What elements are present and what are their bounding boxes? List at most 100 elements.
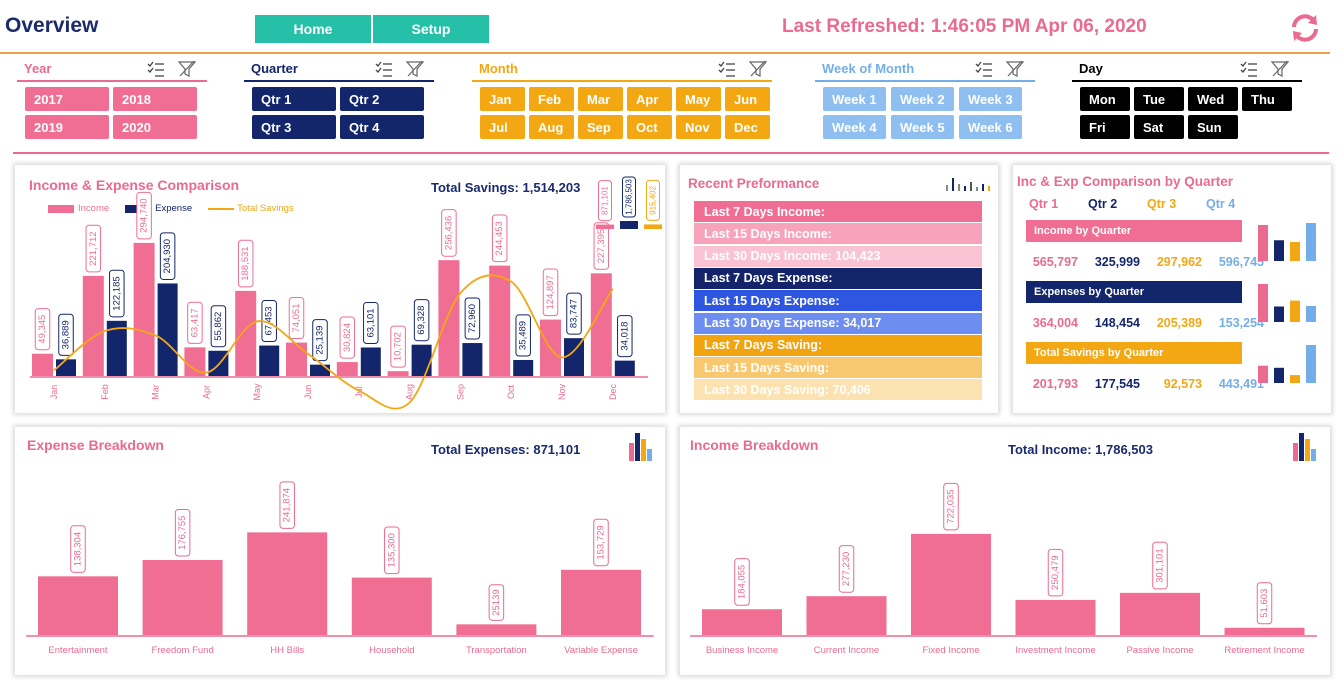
data-label: 74,051 <box>291 303 302 332</box>
expense-bar <box>142 560 223 635</box>
data-label-box <box>279 481 295 529</box>
slicer-day-wed[interactable]: Wed <box>1188 87 1238 111</box>
quarter-mini-chart-2 <box>1258 284 1316 322</box>
refresh-icon[interactable] <box>1287 10 1323 46</box>
perf-row-last-15-days-income: Last 15 Days Income: <box>694 223 982 245</box>
slicer-month-aug[interactable]: Aug <box>529 115 574 139</box>
slicer-day-sat[interactable]: Sat <box>1134 115 1184 139</box>
multi-select-icon[interactable] <box>1240 60 1258 78</box>
slicer-year-2017[interactable]: 2017 <box>25 87 109 111</box>
data-label: 204,930 <box>162 239 173 273</box>
mini-bar-chart-icon <box>944 176 994 192</box>
slicer-month-sep[interactable]: Sep <box>578 115 623 139</box>
expense-breakdown-title: Expense Breakdown <box>27 437 164 453</box>
multi-select-icon[interactable] <box>375 60 393 78</box>
total-expenses-label: Total Expenses: 871,101 <box>431 442 581 457</box>
x-tick-label: Freedom Fund <box>151 645 213 656</box>
slicer-year-2018[interactable]: 2018 <box>113 87 197 111</box>
slicer-day-fri[interactable]: Fri <box>1080 115 1130 139</box>
slicer-year-title: Year <box>24 61 52 76</box>
data-label: 871,101 <box>601 186 610 215</box>
perf-row-last-30-days-income-104-423: Last 30 Days Income: 104,423 <box>694 245 982 267</box>
slicer-quarter-underline <box>244 80 434 82</box>
quarter-value-4: 596,745 <box>1218 255 1264 269</box>
x-tick-label: Dec <box>608 384 618 401</box>
slicer-week-week-4[interactable]: Week 4 <box>823 115 886 139</box>
slicer-month-underline <box>472 80 772 82</box>
slicer-week-week-5[interactable]: Week 5 <box>891 115 954 139</box>
slicer-week-week-2[interactable]: Week 2 <box>891 87 954 111</box>
slicer-month-mar[interactable]: Mar <box>578 87 623 111</box>
data-label-box <box>187 301 203 344</box>
data-label-box <box>515 314 531 357</box>
quarter-mini-bar-2 <box>1274 240 1284 261</box>
expense-bar <box>456 624 537 635</box>
data-label-box <box>288 296 305 340</box>
slicer-month-apr[interactable]: Apr <box>627 87 672 111</box>
data-label: 301,101 <box>1155 548 1166 582</box>
slicer-month-feb[interactable]: Feb <box>529 87 574 111</box>
clear-filter-icon[interactable] <box>1270 60 1290 78</box>
income-bar <box>82 275 104 376</box>
quarter-mini-bar-4 <box>1306 345 1316 383</box>
slicer-month-jun[interactable]: Jun <box>725 87 770 111</box>
slicer-day-mon[interactable]: Mon <box>1080 87 1130 111</box>
setup-button[interactable]: Setup <box>373 15 489 43</box>
slicer-month-may[interactable]: May <box>676 87 721 111</box>
clear-filter-icon[interactable] <box>748 60 768 78</box>
quarter-value-4: 443,491 <box>1218 377 1264 391</box>
data-label-box <box>838 545 855 593</box>
data-label-box <box>85 224 102 273</box>
multi-select-icon[interactable] <box>147 60 165 78</box>
data-label: 176,755 <box>177 516 188 550</box>
slicer-month-dec[interactable]: Dec <box>725 115 770 139</box>
slicer-week-week-3[interactable]: Week 3 <box>959 87 1022 111</box>
slicer-month-nov[interactable]: Nov <box>676 115 721 139</box>
slicer-month-jan[interactable]: Jan <box>480 87 525 111</box>
perf-row-last-15-days-saving: Last 15 Days Saving: <box>694 357 982 379</box>
quarter-mini-bar-3 <box>1290 242 1300 261</box>
quarter-mini-chart-1 <box>1258 223 1316 261</box>
slicer-week-week-1[interactable]: Week 1 <box>823 87 886 111</box>
slicer-month-oct[interactable]: Oct <box>627 115 672 139</box>
clear-filter-icon[interactable] <box>177 60 197 78</box>
quarter-legend-qtr-2: Qtr 2 <box>1088 197 1118 211</box>
data-label-box <box>542 268 559 317</box>
slicer-week-week-6[interactable]: Week 6 <box>959 115 1022 139</box>
slicer-day-sun[interactable]: Sun <box>1188 115 1238 139</box>
slicer-quarter-title: Quarter <box>251 61 298 76</box>
income-breakdown-panel <box>680 427 1330 675</box>
data-label-box <box>491 214 508 263</box>
slicer-day-thu[interactable]: Thu <box>1242 87 1292 111</box>
slicer-year-underline <box>17 80 207 82</box>
data-label: 25139 <box>491 589 502 615</box>
slicer-day-underline <box>1072 80 1302 82</box>
data-label: 1,786,503 <box>625 179 634 215</box>
slicer-month-jul[interactable]: Jul <box>480 115 525 139</box>
data-label: 34,018 <box>619 322 630 351</box>
multi-select-icon[interactable] <box>975 60 993 78</box>
data-label: 122,185 <box>111 276 122 310</box>
quarter-comparison-title: Inc & Exp Comparison by Quarter <box>1017 174 1234 189</box>
slicer-year-2020[interactable]: 2020 <box>113 115 197 139</box>
expense-bar <box>564 338 584 376</box>
slicer-quarter-qtr-4[interactable]: Qtr 4 <box>340 115 424 139</box>
slicer-week-underline <box>815 80 1035 82</box>
slicer-day-tue[interactable]: Tue <box>1134 87 1184 111</box>
income-bar <box>489 265 511 376</box>
clear-filter-icon[interactable] <box>405 60 425 78</box>
slicer-quarter-qtr-1[interactable]: Qtr 1 <box>252 87 336 111</box>
x-tick-label: Household <box>369 645 414 656</box>
slicer-quarter-qtr-3[interactable]: Qtr 3 <box>252 115 336 139</box>
multi-select-icon[interactable] <box>718 60 736 78</box>
slicer-quarter-qtr-2[interactable]: Qtr 2 <box>340 87 424 111</box>
home-button[interactable]: Home <box>255 15 371 43</box>
clear-filter-icon[interactable] <box>1005 60 1025 78</box>
legend-expense: Expense <box>155 203 193 214</box>
x-tick-label: Apr <box>201 385 211 399</box>
slicer-year-2019[interactable]: 2019 <box>25 115 109 139</box>
data-label-box <box>390 325 406 368</box>
x-tick-label: Passive Income <box>1126 645 1193 656</box>
recent-performance-title: Recent Preformance <box>688 176 820 191</box>
bar-chart-icon <box>627 431 659 463</box>
